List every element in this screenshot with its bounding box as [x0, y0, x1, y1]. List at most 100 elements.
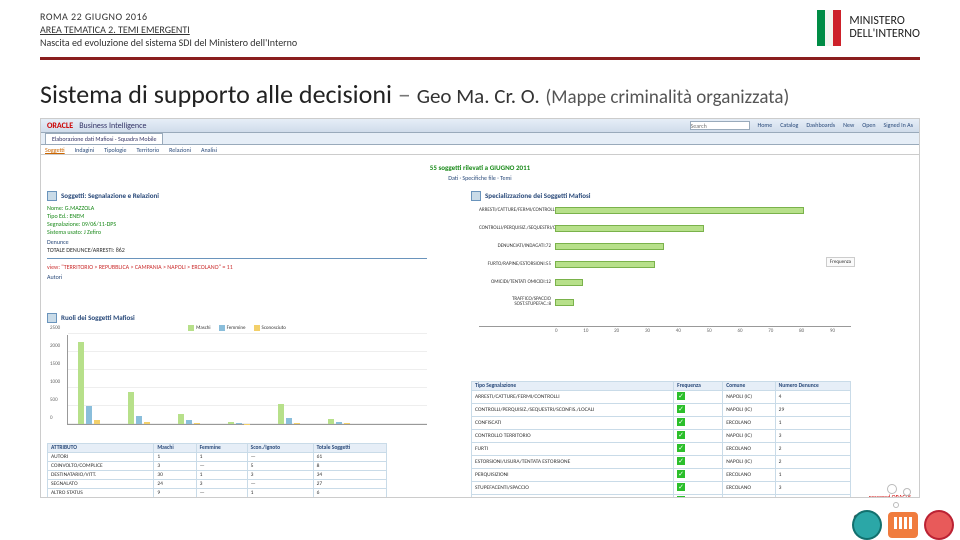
subtab-2[interactable]: Tipologie	[104, 145, 126, 154]
td: CONTROLLI/PERQUISIZ./SEQUESTRI/SCONFIS./…	[472, 404, 674, 417]
table-left: ATTRIBUTOMaschiFemmineScon./IgnotoTotale…	[47, 443, 387, 498]
th: Numero Denunce	[775, 382, 850, 391]
td: 5	[247, 462, 313, 471]
td: NAPOLI (IC)	[723, 430, 775, 443]
vgroup	[178, 414, 200, 425]
dashboard-body: 55 soggetti rilevati a GIUGNO 2011 Dati …	[41, 163, 919, 498]
check-icon	[677, 431, 685, 439]
italy-flag-icon	[817, 10, 841, 46]
td: 2	[775, 443, 850, 456]
td	[674, 443, 723, 456]
ministry-label: MINISTERO DELL'INTERNO	[849, 15, 920, 41]
panel3-icon	[47, 313, 57, 323]
check-icon	[677, 483, 685, 491]
nav-new[interactable]: New	[843, 121, 854, 130]
table-row: FURTI ERCOLANO2	[472, 443, 851, 456]
nav-open[interactable]: Open	[862, 121, 875, 130]
vchart: 05001000150020002500	[67, 335, 427, 425]
search-input[interactable]	[690, 121, 750, 130]
hbar	[555, 261, 655, 268]
td	[674, 430, 723, 443]
hbar-label: FURTO/RAPINE/ESTORSIONI:55	[479, 262, 551, 267]
panel-soggetti: Soggetti: Segnalazione e Relazioni Nome:…	[47, 191, 427, 281]
vgroup	[228, 422, 250, 425]
panel-table-right: Tipo SegnalazioneFrequenzaComuneNumero D…	[471, 381, 851, 498]
panel1-redline: view: "TERRITORIO > REPUBBLICA > CAMPANI…	[47, 263, 427, 271]
th: Frequenza	[674, 382, 723, 391]
td: SEGNALATO	[48, 480, 154, 489]
td: 61	[313, 453, 386, 462]
td: 34	[313, 471, 386, 480]
hbar-label: DENUNCIATI/INDAGATI:72	[479, 244, 551, 249]
hbar-label: CONTROLLI/PERQUISIZ./SEQUESTRI/CONFISCHE…	[479, 226, 551, 231]
title-main: Sistema di supporto alle decisioni	[40, 78, 392, 110]
vbar	[178, 414, 184, 425]
panel-specializzazione: Specializzazione dei Soggetti Mafiosi Fr…	[471, 191, 851, 327]
vgroup	[328, 419, 350, 424]
bi-main-tab[interactable]: Elaborazione dati Mafiosi - Squadra Mobi…	[45, 133, 163, 144]
hbar-row: ARRESTI/CATTURE/FERMI/CONTROLLI:681	[479, 207, 804, 214]
td: 9	[154, 489, 196, 498]
hbar-label: TRAFFICO/SPACCIO SOST.STUPEFAC.:8	[479, 297, 551, 307]
hbar-chart: Frequenza ARRESTI/CATTURE/FERMI/CONTROLL…	[479, 207, 851, 327]
nav-catalog[interactable]: Catalog	[780, 121, 798, 130]
td: ERCOLANO	[723, 417, 775, 430]
bi-tabs: Elaborazione dati Mafiosi - Squadra Mobi…	[41, 133, 919, 145]
check-icon	[677, 405, 685, 413]
td: 1	[154, 453, 196, 462]
legend-item: Maschi	[188, 325, 211, 331]
check-icon	[677, 418, 685, 426]
td: 3	[247, 471, 313, 480]
table-right: Tipo SegnalazioneFrequenzaComuneNumero D…	[471, 381, 851, 498]
td: SEQUESTRI DI BENI (D.L.306/92)	[472, 495, 674, 499]
vbar	[336, 422, 342, 424]
nav-home[interactable]: Home	[758, 121, 773, 130]
footer-icons	[852, 510, 954, 540]
td: 1	[247, 489, 313, 498]
bi-top-bar: ORACLE Business Intelligence Home Catalo…	[41, 119, 919, 133]
td: ERCOLANO	[723, 443, 775, 456]
subtab-5[interactable]: Analisi	[201, 145, 217, 154]
table-row: CONTROLLI/PERQUISIZ./SEQUESTRI/SCONFIS./…	[472, 404, 851, 417]
header-logo: MINISTERO DELL'INTERNO	[817, 10, 920, 46]
count-val: TOTALE DENUNCE/ARRESTI: 862	[47, 246, 427, 254]
td	[674, 469, 723, 482]
bi-label: Business Intelligence	[79, 121, 146, 131]
td: ERCOLANO	[723, 482, 775, 495]
th: ATTRIBUTO	[48, 444, 154, 453]
vbar	[328, 419, 334, 424]
subtab-4[interactable]: Relazioni	[169, 145, 191, 154]
hbar	[555, 243, 664, 250]
td	[674, 404, 723, 417]
td	[674, 482, 723, 495]
td: DESTINATARIO/VITT.	[48, 471, 154, 480]
hbar-row: DENUNCIATI/INDAGATI:72	[479, 243, 664, 250]
table-row: CONFISCATIERCOLANO1	[472, 417, 851, 430]
td: CONTROLLO TERRITORIO	[472, 430, 674, 443]
subtab-1[interactable]: Indagini	[75, 145, 94, 154]
vgroup	[128, 392, 150, 424]
vbar	[194, 423, 200, 424]
footer-icon-teal	[852, 510, 882, 540]
check-icon	[677, 392, 685, 400]
table-row: STUPEFACENTI/SPACCIOERCOLANO3	[472, 482, 851, 495]
check-icon	[677, 457, 685, 465]
nav-dashboards[interactable]: Dashboards	[806, 121, 835, 130]
meta-2: Segnalazione: 09/06/11-DPS	[47, 221, 427, 229]
th: Femmine	[196, 444, 247, 453]
td: —	[247, 453, 313, 462]
subtab-0[interactable]: Soggetti	[45, 145, 65, 154]
panel1-title: Soggetti: Segnalazione e Relazioni	[61, 191, 159, 200]
legend-item: Sconosciuto	[254, 325, 286, 331]
hbar-row: OMICIDI/TENTATI OMICIDI:12	[479, 279, 583, 286]
td: NAPOLI (IC)	[723, 391, 775, 404]
panel-table-left: ATTRIBUTOMaschiFemmineScon./IgnotoTotale…	[47, 443, 387, 498]
vbar	[144, 422, 150, 425]
subtab-3[interactable]: Territorio	[136, 145, 159, 154]
td: 1	[196, 471, 247, 480]
hbar	[555, 207, 804, 214]
td: NAPOLI (IC)	[723, 456, 775, 469]
td: 6	[313, 489, 386, 498]
nav-signedin[interactable]: Signed In As	[884, 121, 913, 130]
td: FURTI	[472, 443, 674, 456]
